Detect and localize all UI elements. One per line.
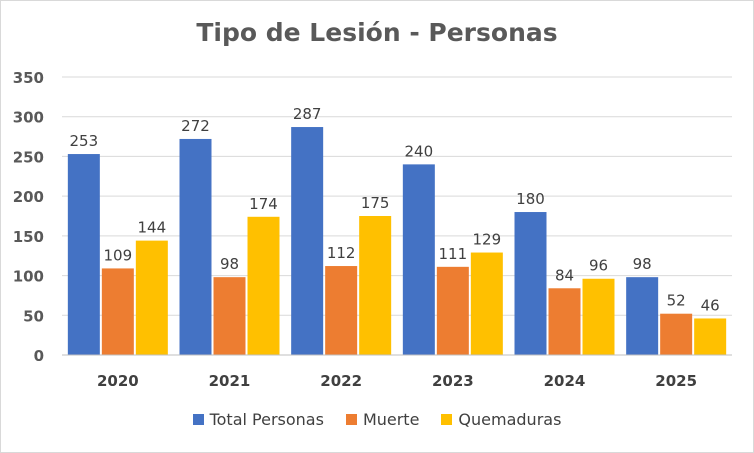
bar [291,127,324,355]
data-label: 84 [555,266,574,284]
bar [436,266,469,355]
bar [101,268,134,355]
chart-title: Tipo de Lesión - Personas [196,18,558,47]
data-label: 129 [473,231,502,249]
legend-swatch [441,414,453,425]
y-tick-label: 0 [34,347,44,365]
data-label: 287 [293,105,322,123]
legend-item: Muerte [345,410,420,429]
bar [470,252,503,355]
legend: Total Personas Muerte Quemaduras [0,410,754,429]
data-label: 175 [361,194,390,212]
y-tick-label: 200 [13,188,44,206]
data-label: 98 [633,255,652,273]
bar [135,240,168,355]
x-tick-label: 2022 [320,372,362,390]
y-tick-label: 300 [13,109,44,127]
bar [359,216,392,355]
bar [694,318,727,355]
legend-item: Total Personas [192,410,324,429]
data-label: 52 [667,292,686,310]
x-tick-label: 2025 [655,372,697,390]
data-label: 96 [589,257,608,275]
x-tick-label: 2023 [432,372,474,390]
data-label: 109 [104,246,133,264]
y-tick-label: 100 [13,268,44,286]
bar [179,138,212,355]
data-label: 144 [138,219,167,237]
data-label: 46 [701,296,720,314]
data-label: 98 [220,255,239,273]
bar [402,164,435,355]
y-tick-label: 150 [13,228,44,246]
legend-swatch [345,414,357,425]
legend-label: Total Personas [209,410,324,429]
data-label: 111 [439,245,468,263]
legend-label: Quemaduras [458,410,562,429]
bar [514,212,547,355]
x-tick-label: 2020 [97,372,139,390]
x-tick-label: 2021 [209,372,251,390]
bar [582,278,615,355]
data-label: 272 [181,117,210,135]
bar [247,216,280,355]
x-tick-label: 2024 [544,372,586,390]
bar [626,277,659,355]
y-tick-label: 250 [13,148,44,166]
bar [67,154,100,355]
data-label: 112 [327,244,356,262]
bar [213,277,246,355]
bar [325,266,358,355]
bar [660,313,693,355]
legend-item: Quemaduras [441,410,561,429]
data-label: 253 [70,132,99,150]
bar [548,288,581,355]
data-label: 240 [405,142,434,160]
data-label: 174 [249,195,278,213]
legend-swatch [192,414,204,425]
data-label: 180 [516,190,545,208]
y-tick-label: 50 [23,307,44,325]
legend-label: Muerte [362,410,420,429]
y-tick-label: 350 [13,69,44,87]
